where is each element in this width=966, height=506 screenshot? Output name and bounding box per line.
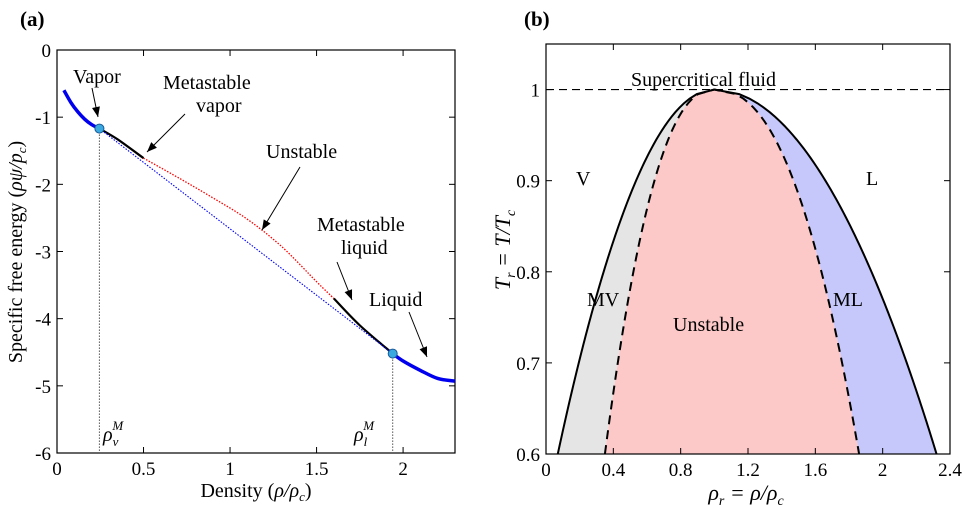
panel-b: (b) 0 0.4 0.8 1.2 1.6 2 2.4 0.6 0.7 0.8 0.9 1 Super… <box>490 7 962 506</box>
region-vapor-label: V <box>576 168 591 190</box>
x-tick-label: 2 <box>878 460 888 481</box>
y-tick-label: 0.7 <box>516 354 540 375</box>
annotation-unstable: Unstable <box>266 141 337 163</box>
curve-metastable-liquid <box>333 297 394 355</box>
y-tick-label: -2 <box>35 175 51 196</box>
region-metastable-vapor <box>557 89 715 454</box>
panel-a-tag: (a) <box>20 7 45 31</box>
panel-b-plot-area <box>546 88 950 455</box>
panel-b-ylabel: Tr = T/Tc <box>490 209 519 290</box>
panel-b-xlabel: ρr = ρ/ρc <box>707 480 784 506</box>
x-tick-label: 0.4 <box>601 460 625 481</box>
x-tick-label: 1.2 <box>736 460 760 481</box>
panel-a-plot-area <box>62 87 456 453</box>
y-tick-label: 0.9 <box>516 172 540 193</box>
panel-b-ticks: 0 0.4 0.8 1.2 1.6 2 2.4 0.6 0.7 0.8 0.9 1 <box>516 44 962 481</box>
y-tick-label: 0.8 <box>516 263 540 284</box>
binodal-point-marker <box>94 123 105 134</box>
arrow-metastable-vapor-head <box>147 142 157 152</box>
annotation-metastable-liquid-line2: liquid <box>341 237 388 259</box>
region-supercritical-label: Supercritical fluid <box>631 69 776 91</box>
annotation-metastable-vapor-line1: Metastable <box>163 72 251 94</box>
rho-v-label: ρvM <box>102 418 124 449</box>
x-tick-label: 2 <box>398 459 408 480</box>
region-ml-label: ML <box>833 289 863 311</box>
arrow-unstable <box>261 166 301 231</box>
panel-a-ylabel: Specific free energy (ρψ/pc) <box>5 141 29 363</box>
y-tick-label: -4 <box>35 310 51 331</box>
x-tick-label: 1 <box>225 459 235 480</box>
arrow-metastable-liquid-head <box>344 289 353 300</box>
x-tick-label: 2.4 <box>938 460 962 481</box>
y-tick-label: -6 <box>35 444 51 465</box>
region-liquid-label: L <box>866 168 878 190</box>
arrow-liquid-head <box>419 346 427 357</box>
region-unstable-label: Unstable <box>673 314 744 336</box>
y-tick-label: -5 <box>35 377 51 398</box>
y-tick-label: -3 <box>35 243 51 264</box>
annotation-metastable-vapor-line2: vapor <box>196 95 242 117</box>
x-tick-label: 0.8 <box>669 460 693 481</box>
panel-b-tag: (b) <box>524 7 550 31</box>
y-tick-label: 0 <box>42 41 52 62</box>
y-tick-label: 0.6 <box>516 445 540 466</box>
rho-l-label: ρlM <box>353 418 375 449</box>
panel-a: (a) 0 0.5 1 1.5 2 0 -1 -2 -3 -4 -5 -6 Vapor Metasta… <box>5 7 456 504</box>
annotation-liquid: Liquid <box>369 289 422 311</box>
curve-unstable <box>143 157 335 299</box>
x-tick-label: 1.5 <box>305 459 329 480</box>
panel-a-axes-box <box>56 49 456 454</box>
x-tick-label: 0 <box>52 459 62 480</box>
panel-a-xlabel: Density (ρ/ρc) <box>200 480 311 504</box>
curve-stable-vapor <box>62 89 101 131</box>
annotation-vapor: Vapor <box>73 66 121 88</box>
region-unstable <box>604 89 860 454</box>
arrow-unstable-head <box>262 219 271 230</box>
curve-metastable-vapor <box>98 127 145 160</box>
arrow-vapor-head <box>92 106 100 117</box>
region-metastable-liquid <box>714 89 937 454</box>
spinodal-curve <box>603 88 861 455</box>
y-tick-label: 1 <box>531 81 541 102</box>
panel-a-ticks: 0 0.5 1 1.5 2 0 -1 -2 -3 -4 -5 -6 <box>35 41 455 480</box>
annotation-metastable-liquid-line1: Metastable <box>317 214 405 236</box>
curve-stable-liquid <box>391 352 456 383</box>
x-tick-label: 0 <box>541 460 551 481</box>
y-tick-label: -1 <box>35 108 51 129</box>
binodal-point-marker <box>387 348 398 359</box>
x-tick-label: 0.5 <box>132 459 156 480</box>
x-tick-label: 1.6 <box>803 460 827 481</box>
region-mv-label: MV <box>587 289 620 311</box>
